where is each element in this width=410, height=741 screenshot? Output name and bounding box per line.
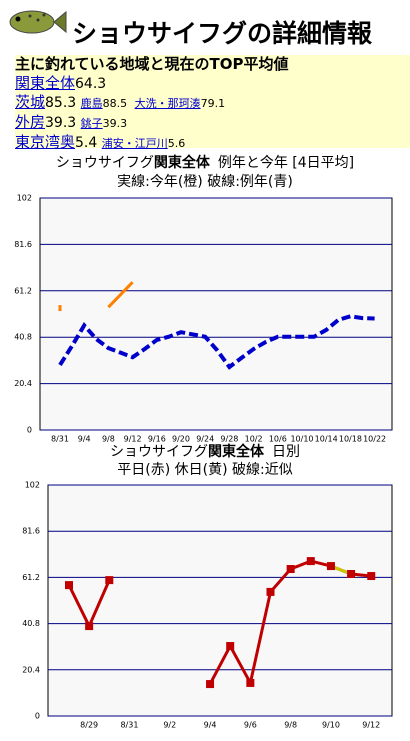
x-tick-label: 10/18 [339, 435, 362, 444]
region-value: 39.3 [45, 115, 77, 131]
plot-area [47, 484, 393, 717]
x-tick-label: 9/12 [362, 721, 380, 730]
region-box: 主に釣れている地域と現在のTOP平均値 関東全体64.3 茨城85.3 鹿島88.… [15, 55, 410, 151]
y-tick-label: 102 [17, 194, 32, 203]
region-row: 外房39.3 銚子39.3 [15, 113, 410, 133]
y-tick-label: 61.2 [22, 573, 40, 582]
region-link[interactable]: 外房 [15, 113, 46, 131]
x-tick-label: 10/14 [315, 435, 338, 444]
y-tick-label: 81.6 [14, 240, 32, 249]
x-tick-label: 10/6 [269, 435, 287, 444]
x-tick-label: 8/31 [51, 435, 69, 444]
point-marker [226, 642, 235, 651]
point-marker [306, 557, 315, 566]
chart-subtitle: 実線:今年(橙) 破線:例年(青) [117, 174, 293, 190]
point-marker [105, 576, 114, 585]
subregion-link[interactable]: 大洗・那珂湊 [134, 97, 201, 110]
x-tick-label: 9/24 [196, 435, 214, 444]
region-link[interactable]: 茨城 [15, 93, 46, 111]
y-tick-label: 40.8 [22, 619, 40, 628]
x-tick-label: 9/8 [102, 435, 115, 444]
subregion-value: 39.3 [102, 117, 128, 130]
page-title: ショウサイフグの詳細情報 [72, 19, 373, 48]
region-link[interactable]: 東京湾奥 [15, 133, 76, 151]
y-tick-label: 81.6 [22, 527, 40, 536]
region-value: 85.3 [45, 95, 77, 111]
x-tick-label: 9/20 [172, 435, 190, 444]
chart-subtitle: 平日(赤) 休日(黄) 破線:近似 [117, 461, 292, 478]
point-marker [85, 622, 94, 631]
point-marker [65, 581, 73, 590]
y-tick-label: 20.4 [14, 379, 32, 388]
point-marker [266, 587, 275, 596]
region-row: 東京湾奥5.4 浦安・江戸川5.6 [15, 133, 410, 153]
subregion-link[interactable]: 浦安・江戸川 [101, 137, 168, 150]
region-value: 64.3 [75, 76, 107, 92]
series-line: 今年 [107, 281, 134, 309]
chart-title: ショウサイフグ関東全体 例年と今年 [4日平均] [56, 154, 354, 171]
region-row: 関東全体64.3 [15, 74, 410, 93]
x-tick-label: 9/28 [220, 435, 238, 444]
y-tick-label: 0 [27, 426, 32, 435]
x-tick-label: 9/8 [284, 721, 297, 730]
point-marker [206, 680, 215, 689]
fish-icon [9, 10, 67, 34]
point-marker [367, 572, 376, 581]
y-tick-label: 102 [25, 481, 40, 490]
x-tick-label: 9/12 [124, 435, 142, 444]
x-tick-label: 9/16 [148, 435, 166, 444]
region-link[interactable]: 関東全体 [15, 74, 76, 92]
x-tick-label: 10/10 [290, 435, 313, 444]
region-heading: 主に釣れている地域と現在のTOP平均値 [15, 55, 289, 73]
point-marker [347, 570, 356, 579]
subregion-link[interactable]: 銚子 [80, 117, 103, 130]
x-tick-label: 9/10 [322, 721, 340, 730]
x-tick-label: 10/2 [245, 435, 263, 444]
chart-title: ショウサイフグ関東全体 日別 [110, 443, 300, 460]
region-value: 5.4 [75, 135, 98, 151]
x-tick-label: 9/4 [204, 721, 217, 730]
x-tick-label: 10/22 [363, 435, 386, 444]
x-tick-label: 8/29 [80, 721, 98, 730]
x-tick-label: 8/31 [120, 721, 138, 730]
title-part: ショウサイフグ [56, 155, 154, 171]
plot-area [39, 197, 393, 431]
x-tick-label: 9/4 [78, 435, 91, 444]
region-row: 茨城85.3 鹿島88.5 大洗・那珂湊79.1 [15, 93, 410, 113]
x-tick-label: 9/6 [244, 721, 257, 730]
title-part: 例年と今年 [4日平均] [218, 155, 354, 171]
title-part: 関東全体 [154, 154, 211, 171]
y-tick-label: 40.8 [14, 333, 32, 342]
subregion-value: 5.6 [167, 137, 186, 150]
y-tick-label: 20.4 [22, 665, 40, 674]
title-part: 日別 [272, 444, 300, 460]
point-marker [326, 562, 335, 571]
x-tick-label: 9/2 [163, 721, 176, 730]
point-marker [286, 565, 295, 574]
series-line: 例年 [58, 314, 375, 370]
subregion-link[interactable]: 鹿島 [80, 97, 103, 110]
title-part: 関東全体 [208, 443, 265, 460]
y-tick-label: 0 [35, 712, 40, 721]
subregion-value: 79.1 [200, 97, 226, 110]
title-part: ショウサイフグ [110, 444, 208, 460]
y-tick-label: 61.2 [14, 286, 32, 295]
point-marker [246, 678, 255, 687]
subregion-value: 88.5 [102, 97, 128, 110]
